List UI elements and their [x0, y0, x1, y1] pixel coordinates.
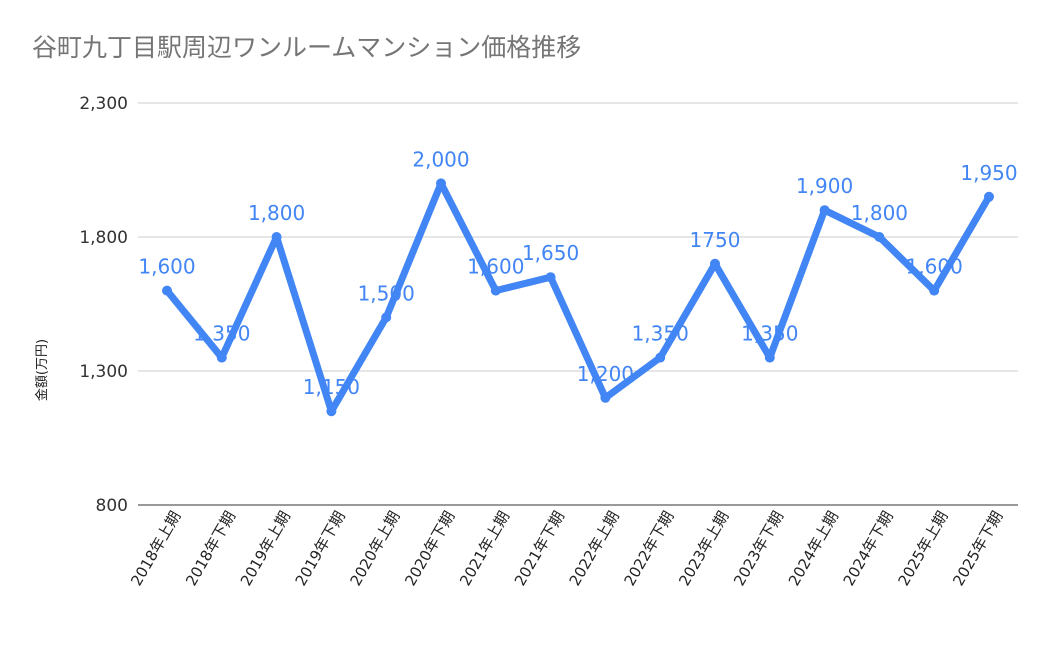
x-tick-label: 2019年上期 — [237, 508, 294, 589]
data-point — [764, 352, 775, 363]
data-point — [216, 352, 227, 363]
data-label: 2,000 — [412, 147, 469, 171]
data-label: 1,900 — [796, 174, 853, 198]
y-axis-label: 金額(万円) — [34, 339, 50, 401]
data-point — [874, 232, 885, 242]
x-tick-label: 2018年下期 — [182, 508, 239, 589]
data-label: 1,600 — [906, 255, 963, 279]
data-label: 1,800 — [851, 201, 908, 225]
data-label: 1,800 — [248, 201, 305, 225]
data-label: 1,350 — [741, 322, 798, 346]
data-point — [381, 312, 392, 323]
data-point — [710, 258, 720, 269]
data-point — [436, 178, 446, 189]
x-tick-label: 2021年下期 — [511, 508, 568, 589]
data-label: 1,200 — [577, 362, 634, 386]
data-label: 1750 — [690, 228, 741, 252]
data-label: 1,350 — [193, 322, 250, 346]
data-point — [545, 272, 556, 283]
x-tick-label: 2022年下期 — [620, 508, 677, 589]
x-tick-label: 2021年上期 — [456, 508, 513, 589]
chart-title: 谷町九丁目駅周辺ワンルームマンション価格推移 — [32, 33, 582, 62]
y-tick-label: 1,800 — [79, 228, 128, 248]
grid-layer — [138, 102, 1018, 506]
x-tick-label: 2020年下期 — [401, 508, 458, 589]
data-label: 1,500 — [358, 281, 415, 305]
data-point — [162, 285, 172, 296]
series-line — [163, 179, 993, 415]
data-point — [326, 406, 337, 417]
data-label: 1,350 — [632, 322, 689, 346]
x-tick-label: 2022年上期 — [566, 508, 623, 589]
x-tick-label: 2025年下期 — [949, 508, 1006, 589]
y-tick-label: 1,300 — [79, 362, 128, 382]
x-tick-label: 2019年下期 — [292, 508, 349, 589]
y-tick-label: 2,300 — [79, 94, 128, 114]
x-tick-label: 2025年上期 — [894, 508, 951, 589]
x-tick-label: 2024年上期 — [785, 508, 842, 589]
data-labels: 1,6001,3501,8001,1501,5002,0001,6001,650… — [138, 147, 1017, 399]
y-tick-labels: 800 1,300 1,800 2,300 — [79, 94, 128, 516]
x-tick-label: 2024年下期 — [840, 508, 897, 589]
data-label: 1,650 — [522, 241, 579, 265]
x-tick-label: 2018年上期 — [127, 508, 184, 589]
data-point — [271, 232, 282, 242]
data-point — [929, 285, 940, 296]
data-points — [162, 178, 994, 417]
data-label: 1,150 — [303, 375, 360, 399]
x-tick-label: 2023年上期 — [675, 508, 732, 589]
data-point — [655, 352, 666, 363]
data-point — [819, 205, 830, 216]
data-label: 1,600 — [138, 255, 195, 279]
data-label: 1,950 — [960, 161, 1017, 185]
x-tick-label: 2020年上期 — [346, 508, 403, 589]
x-tick-label: 2023年下期 — [730, 508, 787, 589]
data-point — [984, 191, 994, 202]
data-point — [600, 392, 611, 403]
data-point — [490, 285, 501, 296]
series-line-layer — [163, 179, 993, 415]
x-tick-labels: 2018年上期2018年下期2019年上期2019年下期2020年上期2020年… — [127, 508, 1006, 589]
y-tick-label: 800 — [96, 496, 128, 516]
data-label: 1,600 — [467, 255, 524, 279]
